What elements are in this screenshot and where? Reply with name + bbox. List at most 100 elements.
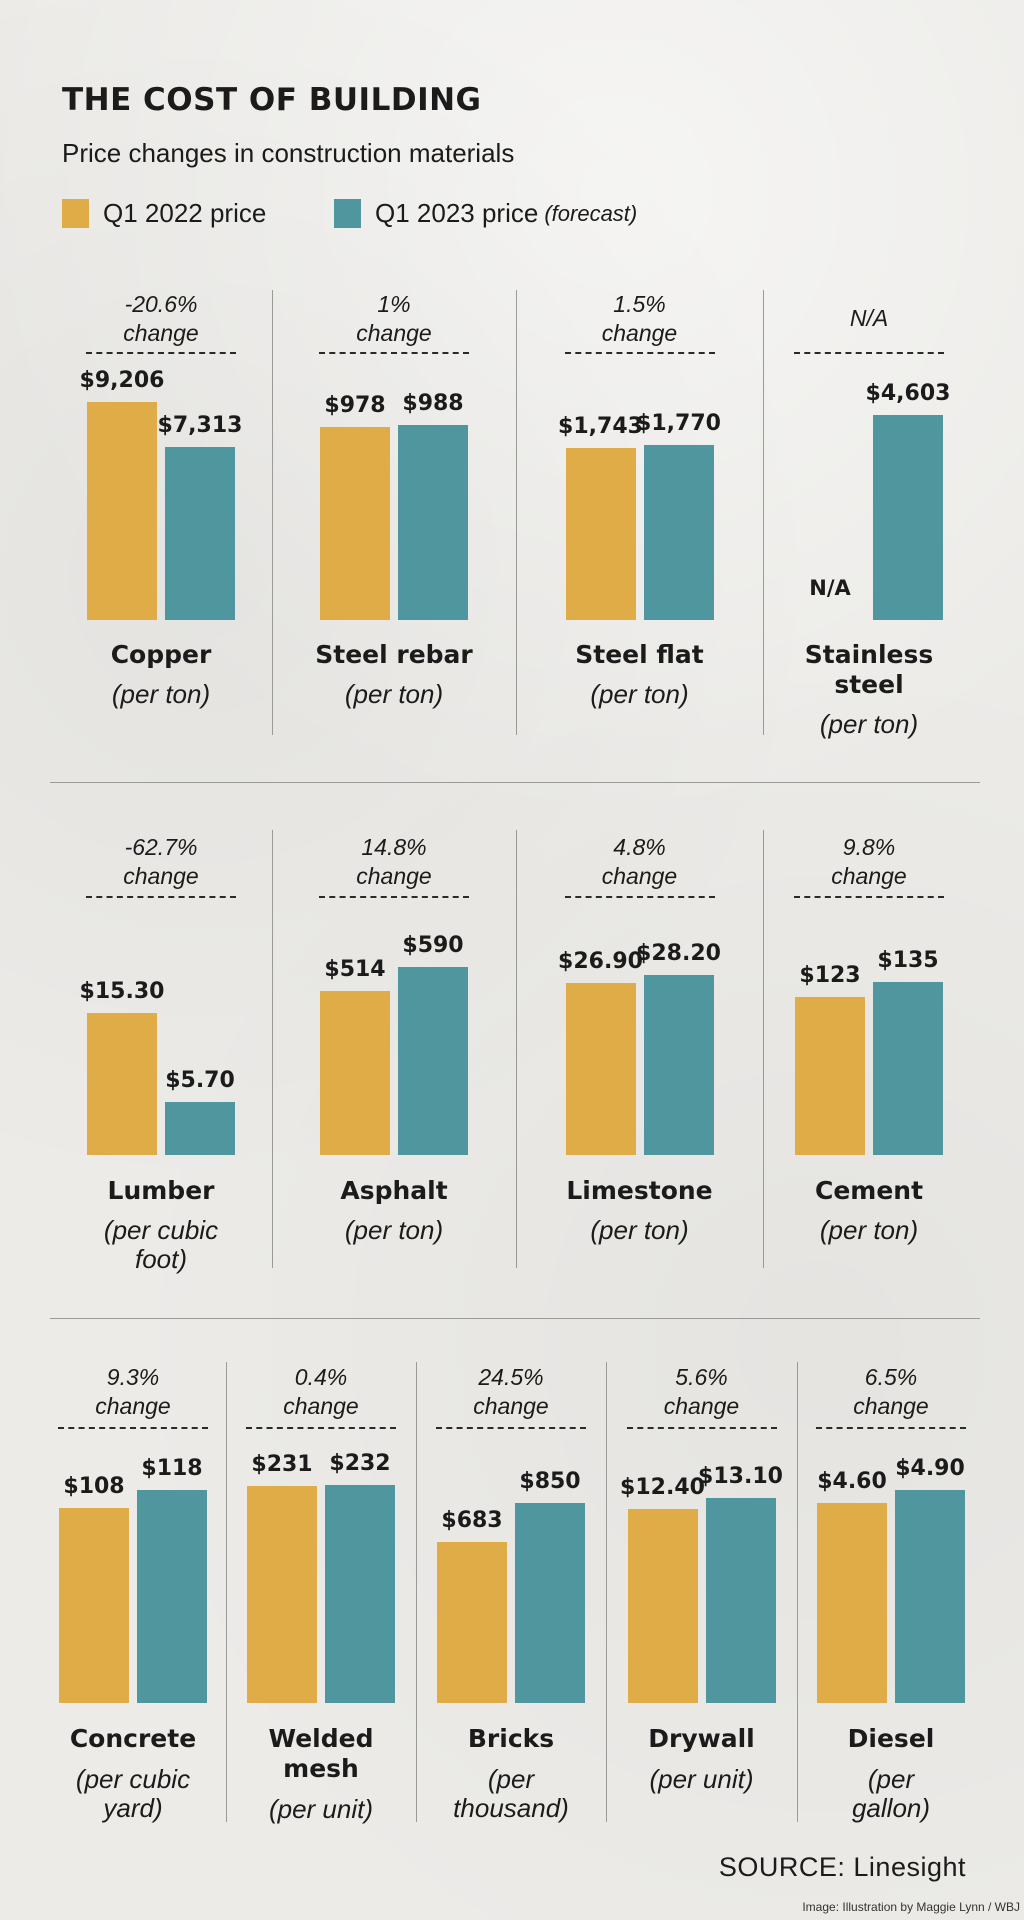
bar-drywall-q1-2023 xyxy=(705,1498,776,1703)
dashed-rule xyxy=(794,352,944,354)
value-label-copper-q1-2022: $9,206 xyxy=(79,368,165,393)
unit-label-cement: (per ton) xyxy=(763,1216,975,1245)
bar-steel-flat-q1-2022 xyxy=(565,447,636,620)
bar-diesel-q1-2022 xyxy=(817,1503,887,1703)
material-name-line: Concrete xyxy=(69,1724,197,1753)
change-value: 9.3% xyxy=(106,1364,160,1390)
dashed-rule xyxy=(436,1427,586,1429)
value-label-bricks-q1-2023: $850 xyxy=(519,1469,581,1494)
change-value: 1% xyxy=(377,291,411,317)
material-name-welded-mesh: Welded mesh xyxy=(226,1724,416,1784)
dashed-rule xyxy=(816,1427,966,1429)
column-divider xyxy=(763,830,764,1268)
dashed-rule xyxy=(86,896,236,898)
column-divider xyxy=(272,830,273,1268)
bar-concrete-q1-2023 xyxy=(137,1490,207,1703)
column-divider xyxy=(516,290,517,735)
unit-label-line: gallon) xyxy=(851,1793,931,1823)
change-word: change xyxy=(283,1393,359,1419)
unit-label-lumber: (per cubic foot) xyxy=(50,1216,272,1274)
bar-welded-mesh-q1-2022 xyxy=(247,1485,317,1703)
material-name-line: mesh xyxy=(283,1754,359,1783)
change-value: 1.5% xyxy=(613,291,666,317)
change-value: -20.6% xyxy=(124,291,198,317)
bar-copper-q1-2022 xyxy=(87,402,157,620)
change-word: change xyxy=(123,320,199,346)
value-label-limestone-q1-2023: $28.20 xyxy=(636,941,721,966)
value-label-asphalt-q1-2023: $590 xyxy=(402,933,464,958)
unit-label-line: foot) xyxy=(134,1244,188,1274)
column-divider xyxy=(763,290,764,735)
unit-label-line: (per xyxy=(867,1764,915,1794)
change-value: 5.6% xyxy=(675,1364,728,1390)
legend-label-q1-2023: Q1 2023 price xyxy=(375,198,539,228)
unit-label-line: (per ton) xyxy=(819,709,919,739)
bar-steel-flat-q1-2023 xyxy=(643,445,714,620)
material-name-copper: Copper xyxy=(50,640,272,670)
material-name-line: Asphalt xyxy=(340,1176,448,1205)
legend-swatch-q1-2023 xyxy=(334,199,361,228)
bar-concrete-q1-2022 xyxy=(59,1508,129,1703)
material-name-asphalt: Asphalt xyxy=(272,1176,516,1206)
unit-label-line: (per unit) xyxy=(649,1764,754,1794)
legend-swatch-q1-2022 xyxy=(62,199,89,228)
material-name-concrete: Concrete xyxy=(40,1724,226,1754)
change-value: N/A xyxy=(849,305,889,331)
change-word: change xyxy=(831,863,907,889)
material-name-line: Steel rebar xyxy=(315,640,473,669)
dashed-rule xyxy=(86,352,236,354)
dashed-rule xyxy=(626,1427,777,1429)
dashed-rule xyxy=(564,352,715,354)
change-label-bricks: 24.5% change xyxy=(416,1363,606,1421)
material-name-line: Diesel xyxy=(847,1724,935,1753)
value-label-steel-flat-q1-2023: $1,770 xyxy=(636,411,721,436)
unit-label-line: yard) xyxy=(103,1793,163,1823)
change-label-diesel: 6.5% change xyxy=(797,1363,985,1421)
value-label-diesel-q1-2023: $4.90 xyxy=(895,1456,965,1481)
unit-label-line: (per ton) xyxy=(590,1215,689,1245)
value-label-stainless-steel-q1-2022: N/A xyxy=(809,576,851,600)
material-name-line: Welded xyxy=(268,1724,374,1753)
change-value: 4.8% xyxy=(613,834,666,860)
row-divider xyxy=(50,782,980,783)
value-label-stainless-steel-q1-2023: $4,603 xyxy=(865,381,951,406)
bar-lumber-q1-2023 xyxy=(165,1102,235,1155)
legend-item-q1-2022: Q1 2022 price xyxy=(62,198,266,229)
value-label-welded-mesh-q1-2023: $232 xyxy=(329,1451,391,1476)
column-divider xyxy=(606,1362,607,1822)
unit-label-copper: (per ton) xyxy=(50,680,272,709)
unit-label-line: (per ton) xyxy=(344,679,444,709)
material-name-line: Cement xyxy=(814,1176,924,1205)
column-divider xyxy=(416,1362,417,1822)
material-name-lumber: Lumber xyxy=(50,1176,272,1206)
unit-label-steel-flat: (per ton) xyxy=(516,680,763,709)
change-label-asphalt: 14.8% change xyxy=(272,833,516,891)
chart-title: THE COST OF BUILDING xyxy=(62,82,482,118)
value-label-limestone-q1-2022: $26.90 xyxy=(558,949,643,975)
change-value: 0.4% xyxy=(294,1364,348,1390)
unit-label-limestone: (per ton) xyxy=(516,1216,763,1245)
value-label-asphalt-q1-2022: $514 xyxy=(324,957,386,983)
bar-bricks-q1-2023 xyxy=(515,1503,585,1703)
change-label-steel-rebar: 1% change xyxy=(272,290,516,348)
value-label-copper-q1-2023: $7,313 xyxy=(157,412,243,438)
change-value: 6.5% xyxy=(864,1364,918,1390)
value-label-steel-flat-q1-2022: $1,743 xyxy=(558,413,643,439)
bar-cement-q1-2022 xyxy=(795,997,865,1155)
change-value: 24.5% xyxy=(478,1364,544,1390)
change-word: change xyxy=(663,1393,740,1419)
source-note: SOURCE: Linesight xyxy=(718,1852,966,1882)
material-name-line: Steel flat xyxy=(575,640,704,669)
bar-limestone-q1-2023 xyxy=(643,975,714,1155)
bar-diesel-q1-2023 xyxy=(895,1490,965,1703)
value-label-cement-q1-2023: $135 xyxy=(877,948,939,973)
column-divider xyxy=(797,1362,798,1822)
bar-lumber-q1-2022 xyxy=(87,1013,157,1155)
material-name-cement: Cement xyxy=(763,1176,975,1206)
column-divider xyxy=(226,1362,227,1822)
row-divider xyxy=(50,1318,980,1319)
unit-label-line: (per ton) xyxy=(590,679,689,709)
unit-label-concrete: (per cubic yard) xyxy=(40,1765,226,1823)
value-label-steel-rebar-q1-2023: $988 xyxy=(402,391,464,416)
material-name-line: Stainless xyxy=(804,640,934,669)
